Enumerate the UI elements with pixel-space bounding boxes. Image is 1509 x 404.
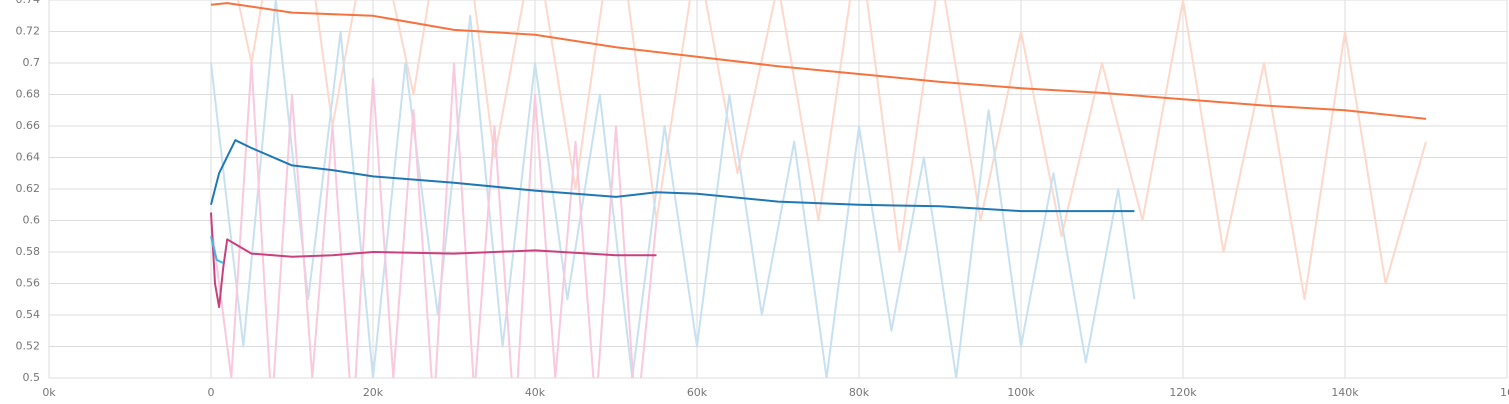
x-tick-label: 80k: [849, 386, 870, 399]
y-tick-label: 0.74: [16, 0, 41, 6]
x-tick-label: 0: [208, 386, 215, 399]
x-tick-label: 16: [1500, 386, 1509, 399]
grid: [49, 0, 1507, 378]
series-line: [211, 63, 657, 400]
y-tick-label: 0.5: [23, 371, 41, 384]
x-tick-label: 140k: [1331, 386, 1359, 399]
series-line: [211, 3, 1426, 119]
y-tick-label: 0.64: [16, 151, 41, 164]
y-tick-label: 0.58: [16, 245, 41, 258]
x-tick-label: 120k: [1169, 386, 1197, 399]
y-tick-label: 0.68: [16, 88, 41, 101]
x-tick-label: 40k: [525, 386, 546, 399]
y-tick-label: 0.72: [16, 25, 41, 38]
y-tick-label: 0.7: [23, 56, 41, 69]
y-tick-label: 0.56: [16, 277, 41, 290]
y-tick-label: 0.54: [16, 308, 41, 321]
y-tick-label: 0.6: [23, 214, 41, 227]
series-line: [211, 0, 1426, 299]
y-tick-label: 0.66: [16, 119, 41, 132]
x-tick-label: 60k: [687, 386, 708, 399]
x-tick-label: 100k: [1007, 386, 1035, 399]
x-tick-label: 20k: [363, 386, 384, 399]
plot-area: [211, 0, 1426, 400]
y-tick-label: 0.52: [16, 340, 41, 353]
y-tick-label: 0.62: [16, 182, 41, 195]
x-tick-label: 0k: [42, 386, 56, 399]
series-line: [211, 213, 657, 308]
